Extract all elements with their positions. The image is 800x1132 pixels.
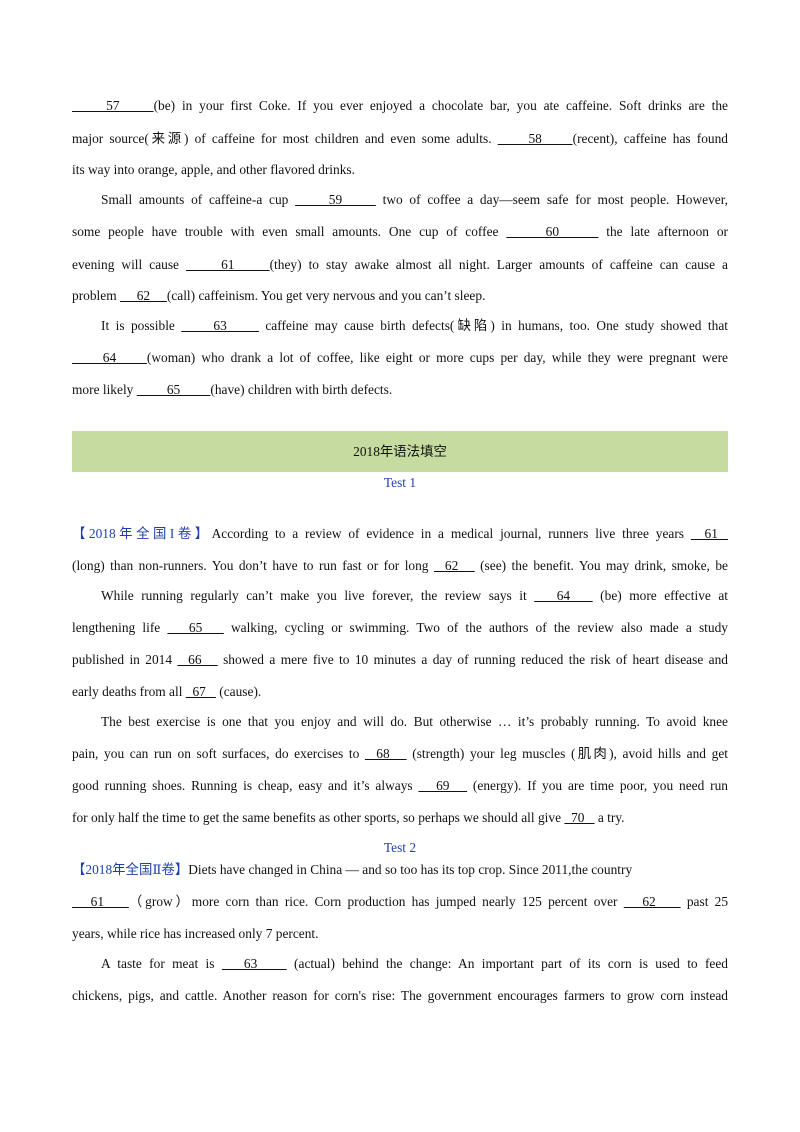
text-line: 【2018年全国Ⅱ卷】Diets have changed in China —… [72,860,728,880]
text-segment: a try. [594,810,625,825]
text-line: The best exercise is one that you enjoy … [72,712,728,732]
source-tag: 【2018年全国I卷】 [72,526,212,541]
text-segment: caffeine may cause birth defects(缺陷) in … [258,318,728,333]
text-line: lengthening life 65 walking, cycling or … [72,618,728,638]
text-line: major source(来源) of caffeine for most ch… [72,129,728,149]
text-line: its way into orange, apple, and other fl… [72,160,728,180]
text-segment: (be) in your first Coke. If you ever enj… [153,98,728,113]
text-segment: more likely [72,382,137,397]
text-segment: past 25 [680,894,729,909]
text-line: good running shoes. Running is cheap, ea… [72,776,728,796]
text-line: 64 (woman) who drank a lot of coffee, li… [72,348,728,368]
text-segment: (call) caffeinism. You get very nervous … [166,288,486,303]
text-segment: problem [72,288,120,303]
answer-blank[interactable]: 65 [167,620,224,635]
text-segment: (recent), caffeine has found [572,131,728,146]
answer-blank[interactable]: 69 [418,778,468,793]
answer-blank[interactable]: 62 [119,288,167,303]
text-line: problem 62 (call) caffeinism. You get ve… [72,286,728,306]
section-banner: 2018年语法填空 [72,431,728,472]
text-segment: two of coffee a day—seem safe for most p… [375,192,729,207]
text-segment: （grow）more corn than rice. Corn producti… [128,894,624,909]
text-line: 【2018年全国I卷】According to a review of evid… [72,524,728,544]
text-line: early deaths from all 67 (cause). [72,682,728,702]
answer-blank[interactable]: 68 [364,746,407,761]
text-segment: the late afternoon or [598,224,728,239]
text-segment: major source(来源) of caffeine for most ch… [72,131,498,146]
text-segment: (cause). [215,684,262,699]
text-segment: walking, cycling or swimming. Two of the… [223,620,728,635]
text-line: 57 (be) in your first Coke. If you ever … [72,96,728,116]
text-segment: published in 2014 [72,652,178,667]
text-line: Small amounts of caffeine-a cup 59 two o… [72,190,728,210]
answer-blank[interactable]: 60 [506,224,599,239]
text-segment: Diets have changed in China — and so too… [188,862,633,877]
text-line: It is possible 63 caffeine may cause bir… [72,316,728,336]
text-segment: (strength) your leg muscles (肌肉), avoid … [406,746,728,761]
section-title: 2018年语法填空 [353,444,447,459]
text-line: (long) than non-runners. You don’t have … [72,556,728,576]
text-segment: pain, you can run on soft surfaces, do e… [72,746,365,761]
test1-heading: Test 1 [383,475,417,490]
text-segment: showed a mere five to 10 minutes a day o… [217,652,728,667]
text-segment: years, while rice has increased only 7 p… [72,926,319,941]
text-segment: for only half the time to get the same b… [72,810,565,825]
text-segment: (long) than non-runners. You don’t have … [72,558,434,573]
text-line: A taste for meat is 63 (actual) behind t… [72,954,728,974]
text-segment: (be) more effective at [592,588,728,603]
text-segment: early deaths from all [72,684,186,699]
text-line: more likely 65 (have) children with birt… [72,380,728,400]
answer-blank[interactable]: 62 [433,558,475,573]
text-line: pain, you can run on soft surfaces, do e… [72,744,728,764]
answer-blank[interactable]: 65 [136,382,211,397]
answer-blank[interactable]: 61 [186,257,270,272]
answer-blank[interactable]: 67 [185,684,216,699]
text-segment: A taste for meat is [101,956,222,971]
answer-blank[interactable]: 58 [497,131,573,146]
test2-heading: Test 2 [383,840,417,855]
text-segment: its way into orange, apple, and other fl… [72,162,355,177]
answer-blank[interactable]: 61 [72,894,129,909]
answer-blank[interactable]: 62 [623,894,681,909]
text-segment: (energy). If you are time poor, you need… [467,778,728,793]
answer-blank[interactable]: 63 [221,956,287,971]
text-segment: According to a review of evidence in a m… [211,526,691,541]
answer-blank[interactable]: 57 [72,98,154,113]
text-line: chickens, pigs, and cattle. Another reas… [72,986,728,1006]
text-line: While running regularly can’t make you l… [72,586,728,606]
text-line: 61 （grow）more corn than rice. Corn produ… [72,892,728,912]
text-segment: It is possible [101,318,182,333]
text-segment: lengthening life [72,620,168,635]
text-segment: (have) children with birth defects. [210,382,393,397]
text-segment: While running regularly can’t make you l… [101,588,535,603]
text-segment: good running shoes. Running is cheap, ea… [72,778,419,793]
text-segment: evening will cause [72,257,187,272]
text-segment: (actual) behind the change: An important… [286,956,728,971]
text-segment: chickens, pigs, and cattle. Another reas… [72,988,728,1003]
text-segment: (woman) who drank a lot of coffee, like … [146,350,728,365]
text-segment: The best exercise is one that you enjoy … [101,714,728,729]
text-segment: (they) to stay awake almost all night. L… [269,257,729,272]
text-line: published in 2014 66 showed a mere five … [72,650,728,670]
text-segment: Small amounts of caffeine-a cup [101,192,296,207]
text-line: years, while rice has increased only 7 p… [72,924,728,944]
answer-blank[interactable]: 59 [295,192,376,207]
answer-blank[interactable]: 63 [181,318,259,333]
answer-blank[interactable]: 61 [690,526,728,541]
answer-blank[interactable]: 64 [72,350,147,365]
answer-blank[interactable]: 66 [177,652,218,667]
text-segment: (see) the benefit. You may drink, smoke,… [474,558,728,573]
source-tag: 【2018年全国Ⅱ卷】 [72,862,189,877]
text-line: for only half the time to get the same b… [72,808,728,828]
answer-blank[interactable]: 64 [534,588,593,603]
answer-blank[interactable]: 70 [564,810,595,825]
text-line: evening will cause 61 (they) to stay awa… [72,255,728,275]
text-line: some people have trouble with even small… [72,222,728,242]
text-segment: some people have trouble with even small… [72,224,507,239]
